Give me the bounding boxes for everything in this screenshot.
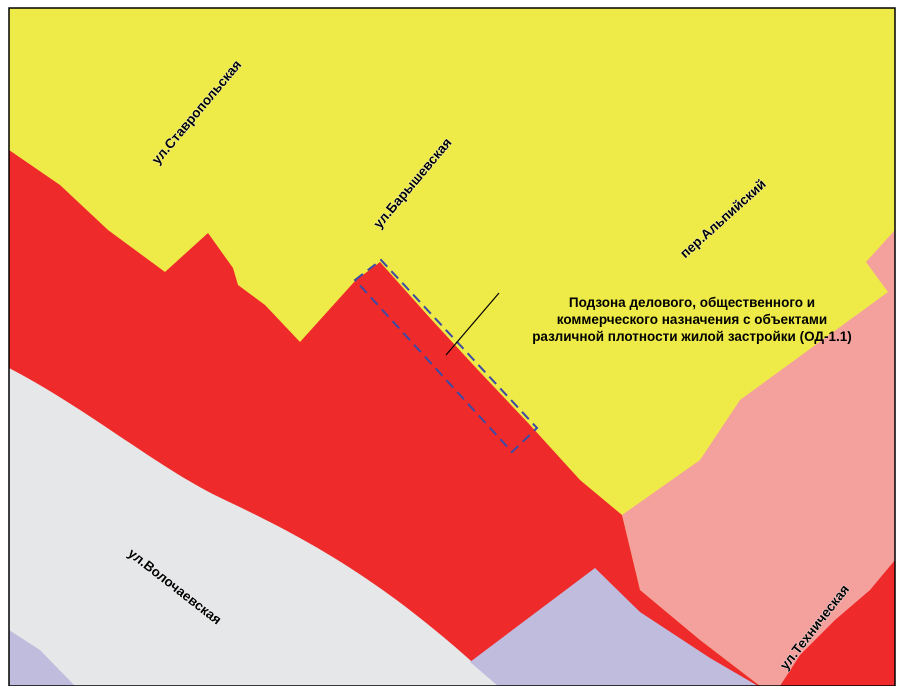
callout-leader-line [445,292,500,356]
zone-red-southeast [780,560,895,686]
zone-callout-line-1: Подзона делового, общественного и [569,295,815,310]
zone-lavender-corner [9,630,75,686]
zone-callout-line-3: различной плотности жилой застройки (ОД-… [532,329,852,344]
zone-lavender-center [470,568,758,686]
zone-pink [622,230,895,686]
dashed-boundary [353,258,539,454]
road-volochaevskaya [9,368,500,686]
zone-callout-line-2: коммерческого назначения с объектами [557,312,827,327]
